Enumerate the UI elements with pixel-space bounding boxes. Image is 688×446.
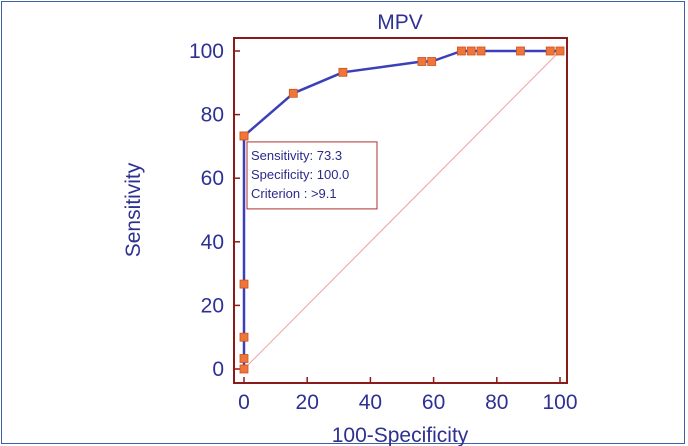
roc-data-point: [545, 46, 555, 56]
y-axis-label: Sensitivity: [122, 162, 145, 257]
roc-data-point: [457, 46, 466, 56]
roc-data-point: [288, 88, 298, 98]
annotation-box: [246, 141, 378, 210]
plot-area-border: [233, 37, 568, 384]
y-tick-label: 80: [201, 104, 224, 127]
x-tick-label: 20: [296, 391, 319, 414]
roc-data-point: [239, 354, 249, 363]
roc-data-point: [239, 131, 249, 141]
roc-data-point: [417, 57, 427, 66]
y-tick-label: 20: [201, 294, 224, 317]
x-tick-label: 80: [485, 391, 508, 414]
y-tick-label: 0: [212, 358, 224, 381]
roc-data-point: [466, 46, 476, 56]
x-tick-label: 60: [422, 391, 445, 414]
roc-data-point: [516, 46, 525, 56]
roc-data-point: [427, 57, 437, 66]
annotation-text: Sensitivity: 73.3: [251, 148, 342, 163]
roc-data-point: [239, 332, 249, 342]
x-tick-label: 0: [238, 391, 250, 414]
roc-data-point: [476, 46, 486, 56]
y-tick-label: 40: [201, 231, 224, 254]
roc-data-point: [338, 67, 348, 77]
chart-title: MPV: [377, 11, 423, 34]
annotation-text: Criterion : >9.1: [251, 186, 337, 201]
roc-data-point: [555, 46, 565, 56]
x-tick-label: 40: [359, 391, 382, 414]
roc-data-point: [239, 279, 249, 289]
annotation-text: Specificity: 100.0: [251, 167, 349, 182]
roc-data-point: [239, 364, 249, 374]
x-tick-label: 100: [542, 391, 577, 414]
y-tick-label: 100: [189, 40, 224, 63]
reference-diagonal-line: [243, 50, 561, 370]
y-tick-label: 60: [201, 167, 224, 190]
x-axis-label: 100-Specificity: [332, 424, 469, 446]
